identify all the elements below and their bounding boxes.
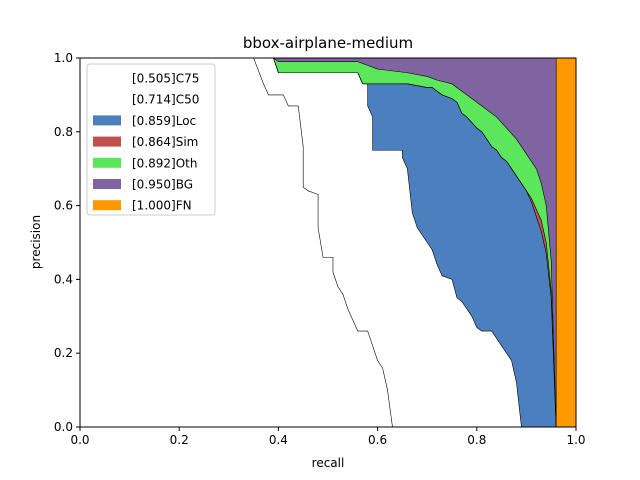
x-tick-label: 1.0 (566, 433, 585, 447)
x-tick-label: 0.4 (269, 433, 288, 447)
legend-swatch (93, 200, 121, 211)
y-tick-label: 0.2 (54, 346, 73, 360)
legend-swatch (93, 136, 121, 147)
y-axis-label: precision (29, 215, 43, 269)
legend-label: [0.505]C75 (132, 72, 199, 86)
curve-0-859-loc (80, 57, 557, 428)
y-tick-label: 0.0 (54, 420, 73, 434)
legend-label: [1.000]FN (132, 199, 192, 213)
y-tick-label: 0.6 (54, 199, 73, 213)
x-axis: 0.0 0.2 0.4 0.6 0.8 1.0 (70, 427, 586, 447)
y-tick-label: 1.0 (54, 51, 73, 65)
x-tick-label: 0.2 (170, 433, 189, 447)
legend-swatch (93, 94, 121, 105)
legend-label: [0.864]Sim (132, 135, 198, 149)
legend-label: [0.714]C50 (132, 93, 199, 107)
plot-frame (79, 57, 577, 428)
curve-0-714-c50 (80, 57, 522, 428)
x-tick-label: 0.0 (70, 433, 89, 447)
y-tick-label: 0.4 (54, 272, 73, 286)
legend-label: [0.892]Oth (132, 156, 197, 170)
y-tick-label: 0.8 (54, 125, 73, 139)
legend-label: [0.950]BG (132, 178, 193, 192)
x-tick-label: 0.6 (368, 433, 387, 447)
curve-0-505-c75 (80, 57, 393, 428)
x-tick-label: 0.8 (467, 433, 486, 447)
chart-title: bbox-airplane-medium (243, 34, 413, 52)
x-axis-label: recall (312, 456, 345, 470)
curve-0-892-oth (80, 57, 557, 428)
legend-swatch (93, 115, 121, 126)
y-axis: 0.0 0.2 0.4 0.6 0.8 1.0 (54, 51, 80, 434)
legend-swatch (93, 157, 121, 168)
legend-swatch (93, 179, 121, 189)
legend: [0.505]C75 [0.714]C50 [0.859]Loc [0.864]Sim… (86, 63, 216, 216)
legend-label: [0.859]Loc (132, 114, 196, 128)
legend-swatch (93, 73, 121, 83)
